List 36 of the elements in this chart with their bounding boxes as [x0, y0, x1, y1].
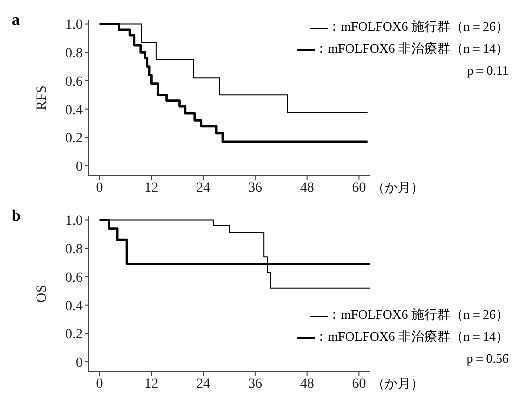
chart-title: b — [12, 208, 21, 226]
text: p＝0.11 — [466, 62, 509, 80]
legend-label: ：mFOLFOX6 施行群（n＝26） — [328, 307, 509, 322]
legend-label: ：mFOLFOX6 施行群（n＝26） — [328, 19, 509, 34]
y-tick-label: 1.0 — [66, 18, 83, 34]
y-tick-label: 0.8 — [66, 242, 83, 258]
x-tick-label: 12 — [144, 180, 159, 196]
x-tick-label: 60 — [352, 180, 366, 196]
x-tick-label: 0 — [96, 180, 104, 196]
y-tick-label: 0.2 — [66, 328, 83, 343]
text: p＝0.56 — [466, 350, 509, 368]
y-tick-label: 0 — [76, 160, 83, 176]
x-tick-label: 60 — [352, 376, 366, 392]
legend-label: ：mFOLFOX6 非治療群（n＝14） — [315, 329, 509, 344]
y-axis-title: RFS — [34, 86, 50, 110]
y-tick-label: 0.4 — [66, 103, 83, 118]
x-tick-label: 36 — [248, 376, 262, 392]
x-tick-label: 24 — [196, 376, 211, 392]
y-tick-label: 0.4 — [66, 299, 83, 314]
y-tick-label: 1.0 — [66, 214, 83, 230]
x-tick-label: 48 — [300, 376, 314, 392]
y-tick-label: 0.6 — [66, 74, 83, 90]
x-tick-label: 48 — [300, 180, 314, 196]
x-tick-label: 36 — [248, 180, 262, 196]
y-axis-title: OS — [34, 285, 50, 303]
x-tick-label: 24 — [196, 180, 211, 196]
y-tick-label: 0.6 — [66, 270, 83, 286]
x-axis-title: （か月） — [372, 179, 424, 197]
legend-label: ：mFOLFOX6 非治療群（n＝14） — [315, 41, 509, 56]
y-tick-label: 0 — [76, 356, 83, 372]
x-tick-label: 0 — [96, 376, 104, 392]
y-tick-label: 0.8 — [66, 46, 83, 62]
y-tick-label: 0.2 — [66, 132, 83, 147]
x-tick-label: 12 — [144, 376, 159, 392]
x-axis-title: （か月） — [372, 375, 424, 393]
chart-title: a — [12, 12, 20, 30]
